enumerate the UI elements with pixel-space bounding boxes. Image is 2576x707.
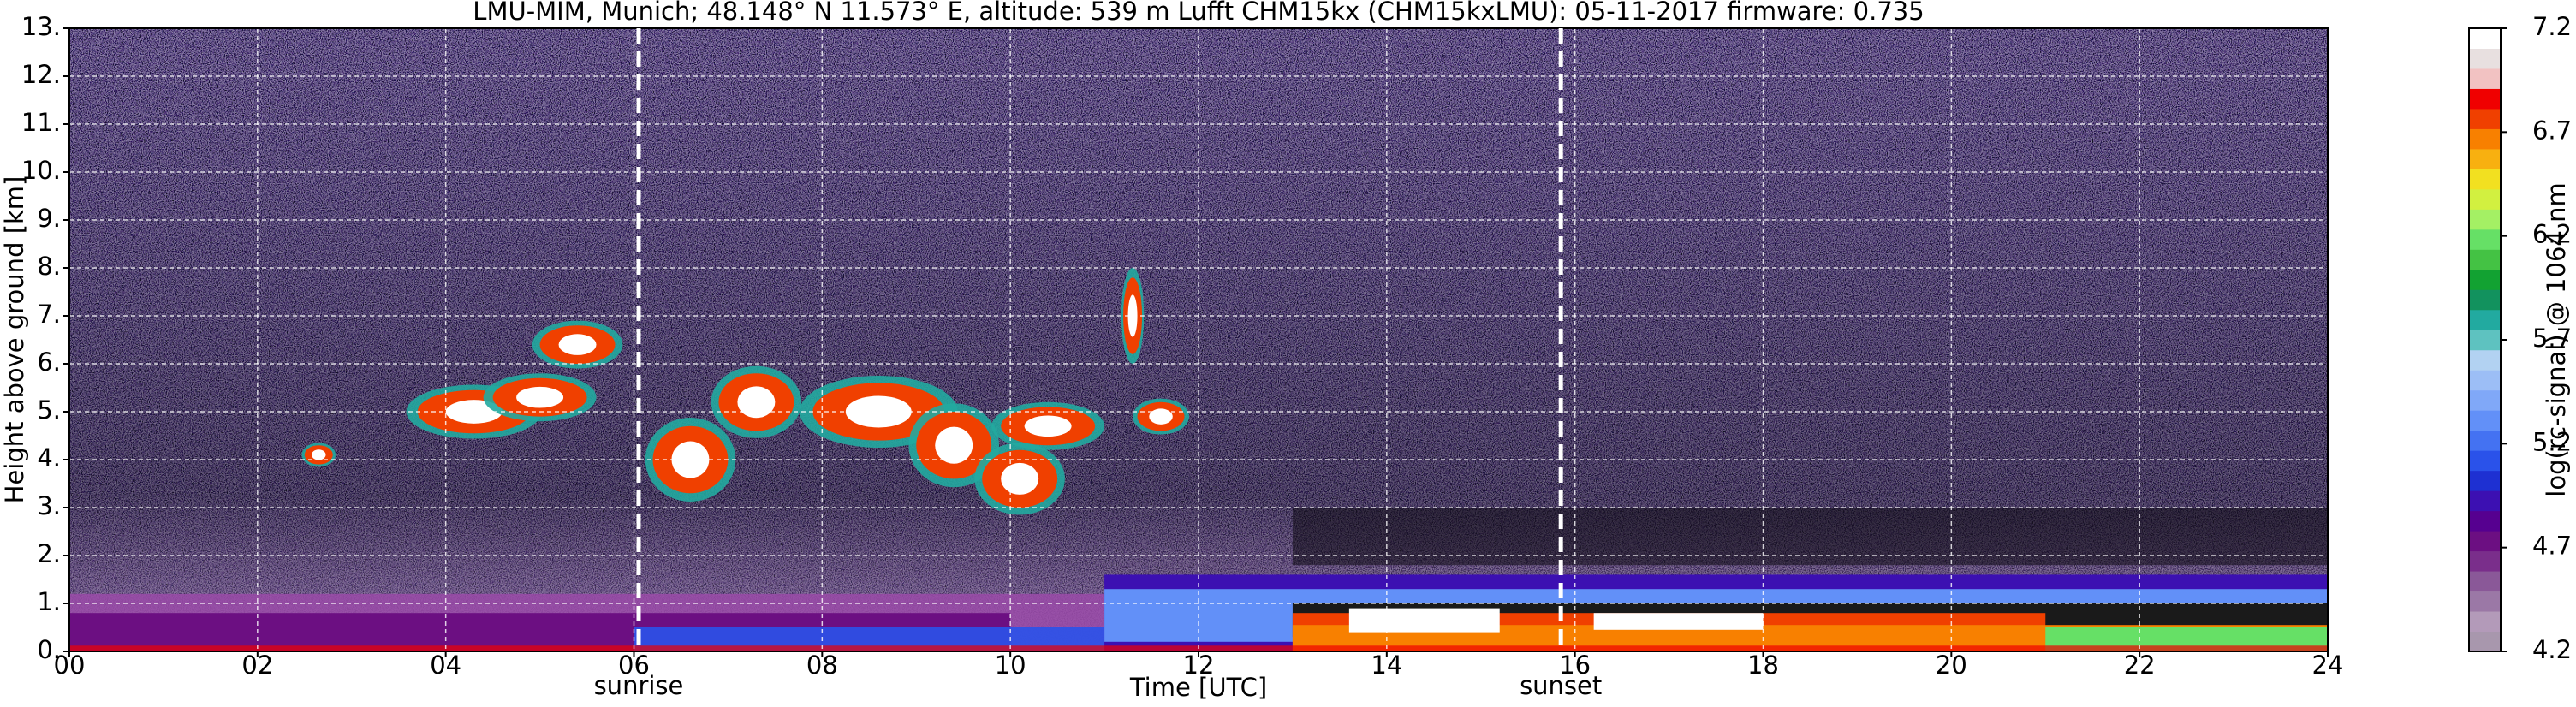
y-tick-label: 0. <box>37 635 61 664</box>
x-tick-label: 00 <box>54 651 86 680</box>
x-tick-label: 12 <box>1183 651 1215 680</box>
y-tick-label: 8. <box>37 252 61 281</box>
x-tick-label: 04 <box>430 651 461 680</box>
colorbar-segment <box>2469 510 2501 532</box>
colorbar-segment <box>2469 370 2501 391</box>
plot-frame <box>68 27 2329 652</box>
colorbar-segment <box>2469 410 2501 431</box>
y-tick-label: 6. <box>37 348 61 377</box>
y-tick-label: 10. <box>21 156 61 185</box>
y-axis-label: Height above ground [km] <box>0 176 29 504</box>
colorbar-segment <box>2469 128 2501 150</box>
colorbar-segment <box>2469 531 2501 552</box>
x-tick-label: 08 <box>806 651 838 680</box>
y-tick-label: 12. <box>21 60 61 89</box>
feature <box>1292 508 2328 566</box>
colorbar-tick-label: 5.2 <box>2532 427 2572 456</box>
colorbar-segment <box>2469 48 2501 69</box>
colorbar-segment <box>2469 430 2501 451</box>
colorbar-segment <box>2469 289 2501 311</box>
feature <box>516 386 564 408</box>
feature <box>1593 613 1764 630</box>
colorbar-tick-label: 5.7 <box>2532 324 2572 353</box>
y-tick-label: 5. <box>37 395 61 425</box>
y-tick-label: 2. <box>37 539 61 568</box>
colorbar-segment <box>2469 631 2501 652</box>
x-tick-label: 10 <box>995 651 1026 680</box>
colorbar-tick-label: 6.7 <box>2532 116 2572 145</box>
annotation-label: sunrise <box>594 671 684 700</box>
colorbar-tick-label: 4.2 <box>2532 635 2572 664</box>
x-axis-label: Time [UTC] <box>1129 673 1267 702</box>
colorbar-segment <box>2469 450 2501 472</box>
colorbar-tick-label: 6.2 <box>2532 220 2572 249</box>
colorbar-segment <box>2469 28 2501 49</box>
feature <box>737 386 776 419</box>
colorbar-tick-label: 4.7 <box>2532 532 2572 561</box>
colorbar-segment <box>2469 611 2501 633</box>
x-tick-label: 14 <box>1371 651 1402 680</box>
x-tick-label: 06 <box>618 651 650 680</box>
colorbar-segment <box>2469 188 2501 210</box>
feature <box>1348 608 1500 633</box>
colorbar-segment <box>2469 389 2501 411</box>
x-tick-label: 22 <box>2124 651 2156 680</box>
colorbar-segment <box>2469 229 2501 250</box>
colorbar-segment <box>2469 68 2501 89</box>
y-tick-label: 11. <box>21 108 61 137</box>
colorbar-tick-label: 7.2 <box>2532 12 2572 41</box>
y-tick-label: 9. <box>37 204 61 233</box>
feature <box>671 441 710 478</box>
feature <box>935 426 973 464</box>
colorbar-segment <box>2469 490 2501 512</box>
colorbar-segment <box>2469 309 2501 330</box>
colorbar-segment <box>2469 550 2501 572</box>
feature <box>558 334 597 355</box>
y-tick-label: 3. <box>37 491 61 520</box>
colorbar-segment <box>2469 591 2501 612</box>
colorbar-segment <box>2469 148 2501 169</box>
colorbar-segment <box>2469 330 2501 351</box>
feature <box>1024 415 1072 437</box>
x-tick-label: 24 <box>2312 651 2344 680</box>
x-tick-label: 16 <box>1559 651 1591 680</box>
colorbar-segment <box>2469 108 2501 129</box>
x-tick-label: 02 <box>241 651 273 680</box>
y-tick-label: 7. <box>37 300 61 329</box>
colorbar-segment <box>2469 470 2501 491</box>
y-tick-label: 4. <box>37 443 61 472</box>
feature <box>1001 462 1039 495</box>
colorbar-segment <box>2469 88 2501 110</box>
colorbar-segment <box>2469 249 2501 270</box>
colorbar-segment <box>2469 169 2501 190</box>
colorbar-segment <box>2469 349 2501 371</box>
chart-title: LMU-MIM, Munich; 48.148° N 11.573° E, al… <box>473 0 1924 26</box>
annotation-label: sunset <box>1520 671 1602 700</box>
colorbar-segment <box>2469 269 2501 290</box>
y-tick-label: 13. <box>21 12 61 41</box>
colorbar-label: log(rc-signal) @ 1064 nm <box>2542 182 2571 496</box>
feature <box>312 449 326 460</box>
colorbar-segment <box>2469 209 2501 230</box>
feature <box>1149 408 1173 425</box>
colorbar-segment <box>2469 571 2501 592</box>
y-tick-label: 1. <box>37 587 61 616</box>
x-tick-label: 18 <box>1747 651 1779 680</box>
features <box>69 268 2328 651</box>
x-tick-label: 20 <box>1936 651 1967 680</box>
